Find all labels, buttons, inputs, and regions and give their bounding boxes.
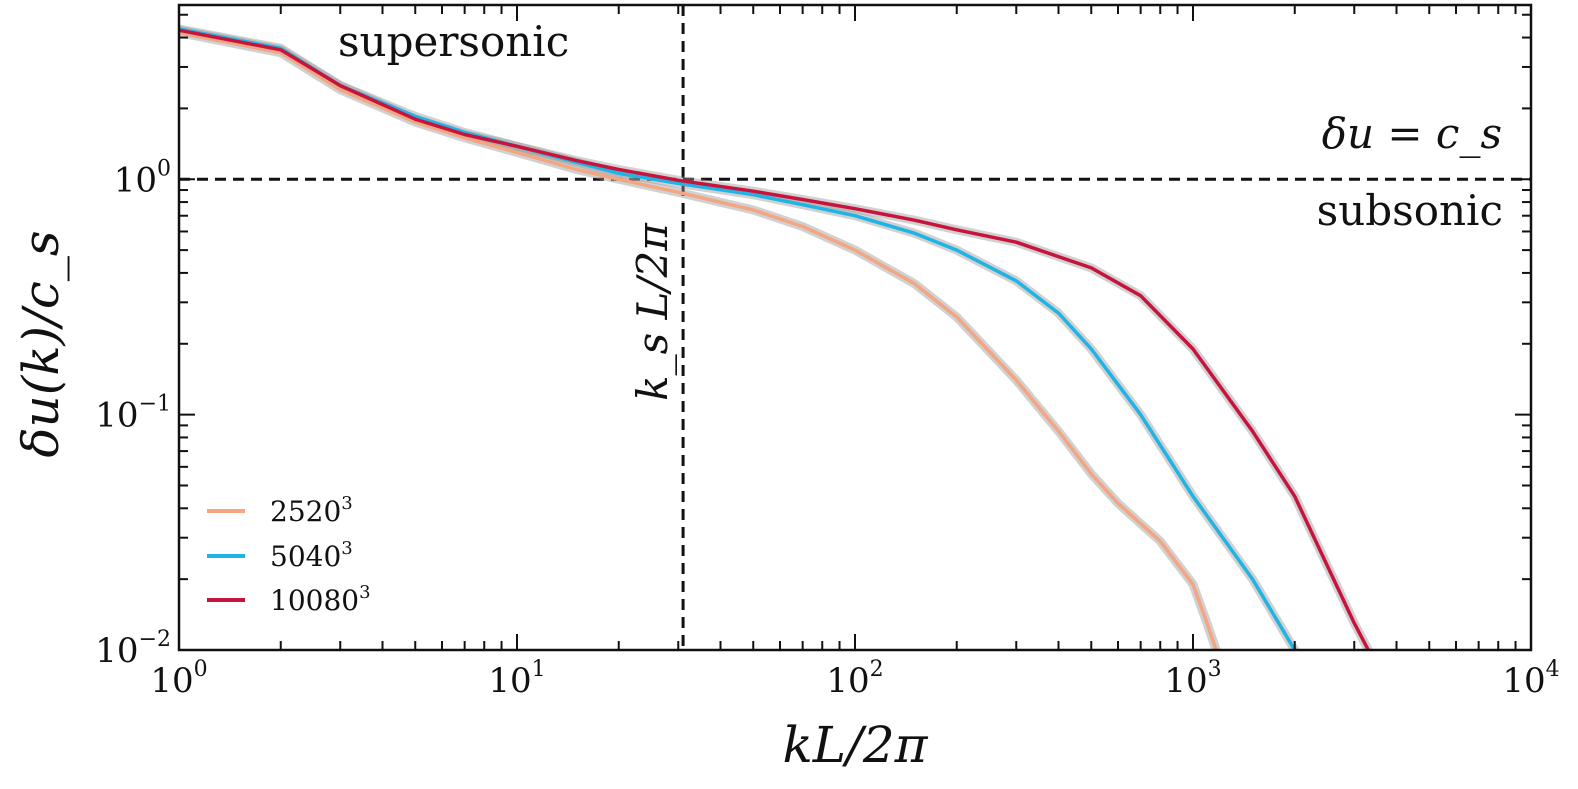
y-tick-exp: 0 xyxy=(157,156,171,181)
x-tick-label: 102 xyxy=(826,657,883,701)
reference-lines xyxy=(179,5,1531,650)
y-tick-exp: −1 xyxy=(139,392,171,417)
y-tick-base: 10 xyxy=(95,631,138,671)
x-tick-label: 101 xyxy=(488,657,545,701)
x-tick-label: 100 xyxy=(150,657,207,701)
series-line-5040 xyxy=(179,27,1297,650)
x-tick-base: 10 xyxy=(1502,661,1545,701)
series-line-10080 xyxy=(179,28,1371,650)
x-tick-exp: 1 xyxy=(532,657,546,682)
x-tick-exp: 4 xyxy=(1546,657,1560,682)
x-tick-base: 10 xyxy=(488,661,531,701)
x-tick-label: 103 xyxy=(1164,657,1221,701)
x-tick-exp: 3 xyxy=(1208,657,1222,682)
x-tick-base: 10 xyxy=(150,661,193,701)
x-tick-base: 10 xyxy=(1164,661,1207,701)
annotation-supersonic: supersonic xyxy=(338,17,569,66)
y-tick-label: 100 xyxy=(114,156,171,200)
y-tick-label: 10−1 xyxy=(95,392,171,436)
legend-label-2520: 25203 xyxy=(270,493,353,528)
y-tick-base: 10 xyxy=(95,396,138,436)
vline-label: k_s L/2π xyxy=(628,222,677,401)
x-tick-exp: 2 xyxy=(870,657,884,682)
series-band-10080 xyxy=(179,25,1373,650)
x-tick-base: 10 xyxy=(826,661,869,701)
series-lines xyxy=(179,24,1373,650)
tick-marks xyxy=(178,5,1532,651)
hline-label: δu = c_s xyxy=(1322,109,1502,158)
y-tick-exp: −2 xyxy=(139,627,171,652)
x-axis-title: kL/2π xyxy=(782,716,928,774)
x-tick-label: 104 xyxy=(1502,657,1559,701)
legend-label-5040: 50403 xyxy=(270,538,353,573)
x-tick-exp: 0 xyxy=(194,657,208,682)
y-tick-base: 10 xyxy=(114,160,157,200)
legend: 25203 50403 100803 xyxy=(207,493,371,617)
series-line-2520 xyxy=(179,30,1218,650)
legend-label-10080: 100803 xyxy=(270,582,371,617)
y-tick-label: 10−2 xyxy=(95,627,171,671)
annotation-subsonic: subsonic xyxy=(1317,186,1503,235)
y-axis-title: δu(k)/c_s xyxy=(12,230,70,457)
